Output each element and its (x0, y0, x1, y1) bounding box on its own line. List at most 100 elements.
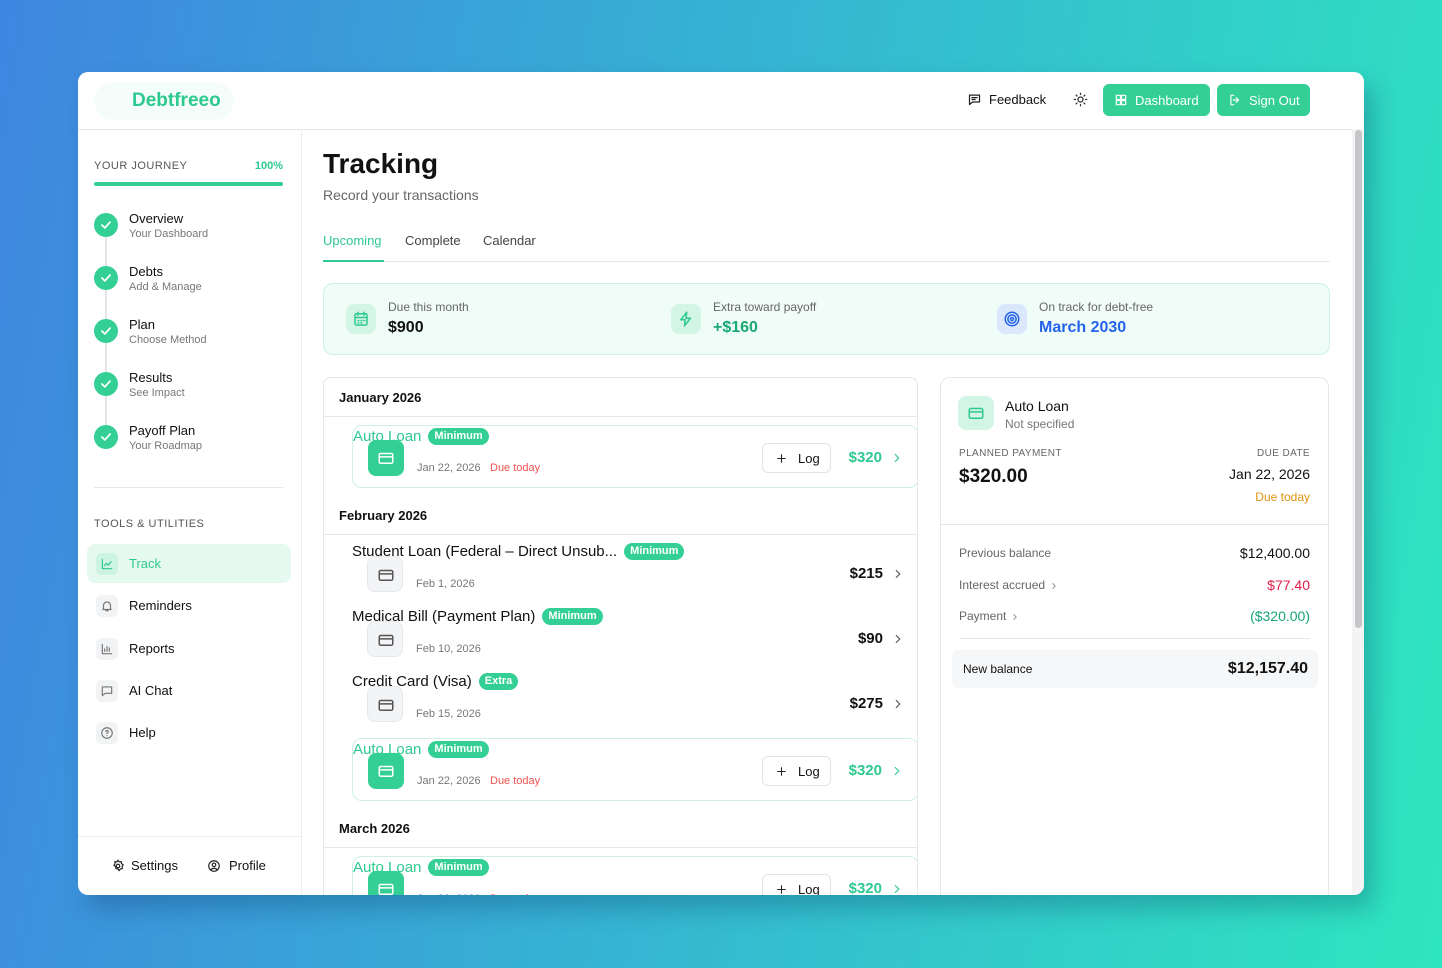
detail-row-value: $77.40 (1267, 576, 1310, 593)
payment-card[interactable]: Auto Loan Minimum Jan 22, 2026 Due today Log… (352, 425, 917, 488)
icon-shape (102, 601, 112, 612)
tool-item[interactable]: Reports (87, 629, 291, 668)
icon-shape (378, 452, 394, 464)
icon-shape (777, 884, 786, 894)
step-title[interactable]: Results (129, 370, 173, 385)
log-plus (775, 883, 788, 896)
summary-label: Extra toward payoff (713, 300, 817, 314)
icon-shape (1007, 314, 1017, 324)
step-check (94, 266, 118, 290)
step-subtitle: Your Roadmap (129, 440, 202, 452)
payment-name-line: Credit Card (Visa) Extra (352, 671, 917, 691)
icon-shape (968, 94, 981, 106)
icon-shape (1073, 92, 1088, 107)
payment-date: Feb 10, 2026 (416, 642, 481, 655)
icon-shape (101, 327, 111, 335)
step-check (94, 372, 118, 396)
tabs-border (323, 261, 1330, 262)
settings-button[interactable]: Settings (131, 858, 178, 873)
tool-icon (96, 680, 118, 702)
icon-shape (894, 453, 900, 462)
due-date: Jan 22, 2026 (1229, 466, 1310, 482)
sidebar-footer-border (78, 836, 301, 837)
log-button[interactable]: Log (762, 442, 831, 473)
tab[interactable]: Calendar (483, 233, 536, 248)
detail-row-label[interactable]: Interest accrued (959, 577, 1046, 592)
payment-card[interactable]: Auto Loan Minimum Jan 22, 2026 Due today Log… (352, 856, 917, 896)
step-check (94, 213, 118, 237)
icon-shape (378, 699, 394, 711)
icon-shape (101, 686, 113, 697)
scrollbar-thumb[interactable] (1355, 130, 1362, 628)
tab[interactable]: Complete (405, 233, 461, 248)
summary-icon (671, 304, 701, 334)
tool-item[interactable]: Help (87, 713, 291, 752)
profile-button[interactable]: Profile (229, 858, 266, 873)
sidebar-border (301, 129, 302, 895)
step-title[interactable]: Payoff Plan (129, 423, 196, 438)
payment-chevron (890, 764, 904, 778)
feedback-button[interactable]: Feedback (989, 92, 1047, 107)
payment-name: Auto Loan (353, 740, 422, 758)
step-subtitle: See Impact (129, 387, 185, 399)
sign-out-button[interactable]: Sign Out (1217, 84, 1310, 116)
payment-amount: $320 (848, 448, 882, 466)
icon-shape (1077, 96, 1084, 103)
icon-shape (968, 407, 984, 419)
payment-amount: $90 (857, 629, 883, 647)
payment-card[interactable]: Auto Loan Minimum Jan 22, 2026 Due today Log… (352, 738, 917, 801)
dashboard-button[interactable]: Dashboard (1103, 84, 1210, 116)
summary-card: Due this month $900 Extra toward payoff +$1… (323, 283, 1330, 355)
due-label: DUE DATE (1256, 448, 1310, 459)
icon-shape (101, 433, 111, 441)
icon-shape (895, 699, 901, 708)
payment-row[interactable]: Student Loan (Federal – Direct Unsub... M… (352, 541, 917, 606)
icon-shape (895, 699, 901, 708)
step-title[interactable]: Overview (129, 211, 184, 226)
tab[interactable]: Upcoming (323, 233, 382, 248)
step-title[interactable]: Debts (129, 264, 163, 279)
log-button[interactable]: Log (762, 755, 831, 786)
icon-shape (894, 453, 900, 462)
icon-shape (208, 860, 220, 872)
icon-shape (101, 274, 111, 282)
log-label: Log (798, 763, 820, 779)
payment-name-line: Auto Loan Minimum (353, 739, 917, 759)
payment-row[interactable]: Credit Card (Visa) Extra Feb 15, 2026 $275 (352, 671, 917, 736)
icon-shape (777, 884, 786, 894)
icon-shape (101, 727, 113, 739)
summary-label: On track for debt-free (1039, 300, 1154, 314)
profile-icon (207, 859, 221, 873)
icon-shape (378, 765, 394, 777)
tool-item[interactable]: Reminders (87, 586, 291, 625)
payment-name-line: Student Loan (Federal – Direct Unsub... M… (352, 541, 917, 561)
log-plus (775, 452, 788, 465)
icon-shape (101, 558, 113, 570)
payment-date: Jan 22, 2026 (417, 774, 481, 787)
icon-shape (680, 311, 692, 327)
payment-icon (368, 870, 404, 895)
payment-row[interactable]: Medical Bill (Payment Plan) Minimum Feb 10… (352, 606, 917, 671)
tool-label: Track (129, 556, 162, 571)
tool-icon (96, 553, 118, 575)
icon-shape (1121, 94, 1127, 100)
tool-icon (96, 638, 118, 660)
planned-value: $320.00 (959, 466, 1028, 487)
detail-subtitle: Not specified (1005, 417, 1075, 431)
icon-shape (105, 729, 109, 737)
brand[interactable]: Debtfreeo (132, 90, 221, 111)
tool-item[interactable]: AI Chat (87, 671, 291, 710)
icon-shape (968, 94, 981, 106)
page-title: Tracking (323, 148, 439, 179)
tool-item[interactable]: Track (87, 544, 291, 583)
detail-row-label[interactable]: Payment (959, 609, 1007, 623)
icon-shape (1230, 94, 1240, 106)
log-button[interactable]: Log (762, 873, 831, 896)
icon-shape (208, 860, 220, 872)
icon-shape (1052, 582, 1056, 589)
icon-shape (894, 766, 900, 775)
step-check (94, 319, 118, 343)
step-title[interactable]: Plan (129, 317, 156, 332)
